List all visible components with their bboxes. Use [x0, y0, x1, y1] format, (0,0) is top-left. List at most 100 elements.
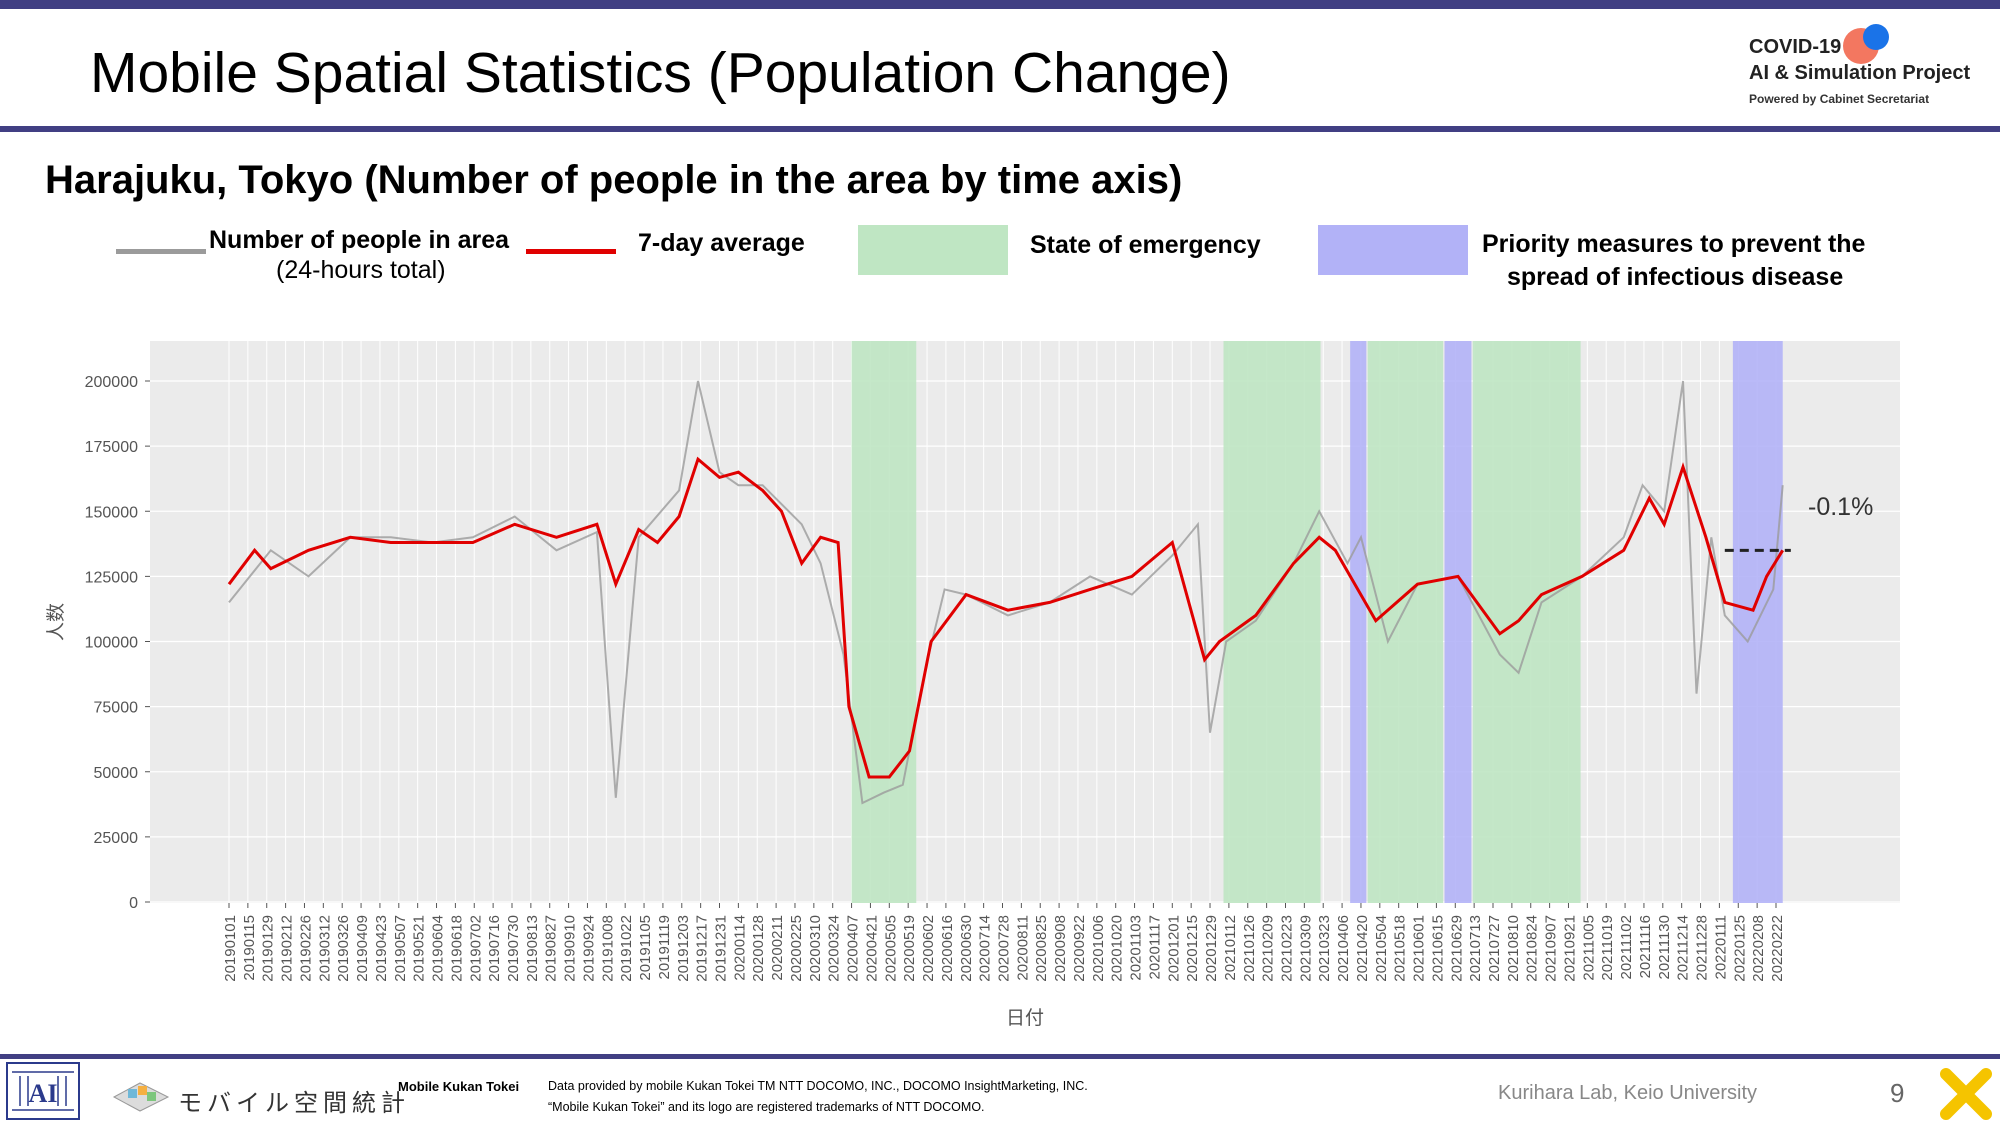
x-tick-label: 20190507 [392, 915, 409, 982]
x-tick-label: 20200811 [1014, 915, 1031, 981]
x-tick-label: 20200505 [882, 915, 899, 982]
x-tick-label: 20190716 [486, 915, 503, 982]
x-tick-label: 20200310 [807, 915, 824, 982]
x-tick-label: 20190226 [297, 915, 314, 982]
x-tick-label: 20211228 [1694, 915, 1711, 981]
x-tick-label: 20200519 [901, 915, 918, 982]
y-tick-label: 25000 [94, 830, 139, 847]
credit-line-2: “Mobile Kukan Tokei” and its logo are re… [548, 1100, 985, 1114]
page-title: Mobile Spatial Statistics (Population Ch… [90, 41, 1231, 105]
x-tick-label: 20210810 [1505, 915, 1522, 982]
x-tick-label: 20191203 [675, 915, 692, 982]
chart-subtitle: Harajuku, Tokyo (Number of people in the… [45, 158, 1183, 202]
emergency-period [1223, 341, 1321, 903]
legend-daily-label: Number of people in area [209, 226, 510, 254]
x-axis-label: 日付 [1006, 1007, 1044, 1029]
x-tick-label: 20190326 [335, 915, 352, 982]
x-tick-label: 20210406 [1335, 915, 1352, 982]
x-tick-label: 20190129 [260, 915, 277, 982]
x-tick-label: 20201020 [1109, 915, 1126, 982]
x-tick-label: 20200421 [863, 915, 880, 982]
y-tick-label: 75000 [94, 700, 139, 717]
logo-line-1: COVID-19 [1749, 36, 1842, 58]
x-tick-label: 20200128 [750, 915, 767, 982]
y-tick-label: 50000 [94, 765, 139, 782]
emergency-period [851, 341, 917, 903]
x-tick-label: 20190115 [241, 915, 258, 981]
x-tick-label: 20190312 [316, 915, 333, 982]
x-tick-label: 20211102 [1618, 915, 1635, 980]
x-tick-label: 20200825 [1033, 915, 1050, 982]
x-tick-label: 20190212 [279, 915, 296, 982]
x-tick-label: 20201215 [1184, 915, 1201, 982]
x-tick-label: 20210518 [1392, 915, 1409, 982]
university-logo: AI [6, 1062, 80, 1120]
x-tick-label: 20210601 [1411, 915, 1428, 982]
x-tick-label: 20191105 [637, 915, 654, 981]
x-tick-label: 20190827 [543, 915, 560, 982]
project-logo: COVID-19 AI & Simulation Project Powered… [1745, 22, 1985, 112]
legend-average-label: 7-day average [638, 229, 805, 257]
priority-period [1350, 341, 1367, 903]
x-tick-label: 20210309 [1297, 915, 1314, 982]
y-tick-label: 125000 [85, 569, 138, 586]
x-tick-label: 20190813 [524, 915, 541, 982]
header-divider [0, 126, 2000, 132]
x-tick-label: 20200225 [788, 915, 805, 982]
x-tick-label: 20210323 [1316, 915, 1333, 982]
y-tick-label: 100000 [85, 635, 138, 652]
x-tick-label: 20210921 [1561, 915, 1578, 982]
x-tick-label: 20190730 [505, 915, 522, 982]
x-tick-label: 20220111 [1712, 915, 1729, 980]
jp-logo-text: モバイル空間統計 [178, 1090, 410, 1117]
x-tick-label: 20200922 [1071, 915, 1088, 982]
annotation-label: -0.1% [1808, 493, 1873, 521]
x-tick-label: 20191008 [599, 915, 616, 982]
x-tick-label: 20210824 [1524, 915, 1541, 982]
x-tick-label: 20210126 [1241, 915, 1258, 982]
x-tick-label: 20190910 [562, 915, 579, 982]
x-tick-label: 20220222 [1769, 915, 1786, 982]
brand-name: Mobile Kukan Tokei [398, 1079, 520, 1094]
y-tick-label: 175000 [85, 439, 138, 456]
emergency-period [1472, 341, 1581, 903]
plot-background [150, 341, 1900, 903]
x-tick-label: 20201229 [1203, 915, 1220, 982]
x-tick-label: 20211019 [1599, 915, 1616, 981]
legend-priority-label-2: spread of infectious disease [1507, 263, 1844, 291]
x-tick-label: 20211214 [1675, 915, 1692, 981]
x-tick-label: 20190702 [467, 915, 484, 982]
x-tick-label: 20210112 [1222, 915, 1239, 981]
x-tick-label: 20201117 [1146, 915, 1163, 980]
x-tick-label: 20210615 [1429, 915, 1446, 982]
x-tick-label: 20200714 [977, 915, 994, 982]
x-tick-label: 20190409 [354, 915, 371, 982]
x-tick-label: 20200630 [958, 915, 975, 982]
x-tick-label: 20211005 [1580, 915, 1597, 981]
series-line-average [227, 456, 1784, 779]
legend-average-swatch [526, 249, 616, 254]
x-tick-label: 20210713 [1467, 915, 1484, 982]
population-chart: -0.1% 0 25000 50000 75000 100000 125000 150000 1… [45, 341, 1900, 1029]
footer-divider [0, 1054, 2000, 1059]
credit-line-1: Data provided by mobile Kukan Tokei TM N… [548, 1079, 1088, 1093]
legend-daily-sub: (24-hours total) [276, 256, 446, 284]
x-tick-label: 20200728 [996, 915, 1013, 982]
x-tick-label: 20201103 [1128, 915, 1145, 981]
x-tick-label: 20211116 [1637, 915, 1654, 978]
x-tick-label: 20191217 [694, 915, 711, 982]
x-tick-label: 20200407 [845, 915, 862, 982]
x-tick-label: 20190521 [411, 915, 428, 982]
x-tick-label: 20210727 [1486, 915, 1503, 982]
top-accent-bar [0, 0, 2000, 9]
x-tick-label: 20191231 [713, 915, 730, 982]
x-tick-label: 20190618 [448, 915, 465, 982]
logo-line-2: AI & Simulation Project [1749, 62, 1971, 84]
legend-emergency-swatch [858, 225, 1008, 275]
x-tick-label: 20210420 [1354, 915, 1371, 982]
mobile-kukan-logo-icon [112, 1082, 170, 1112]
y-tick-label: 0 [129, 895, 138, 912]
series-line-daily [228, 380, 1784, 805]
x-tick-label: 20210504 [1373, 915, 1390, 982]
x-tick-label: 20200324 [826, 915, 843, 982]
